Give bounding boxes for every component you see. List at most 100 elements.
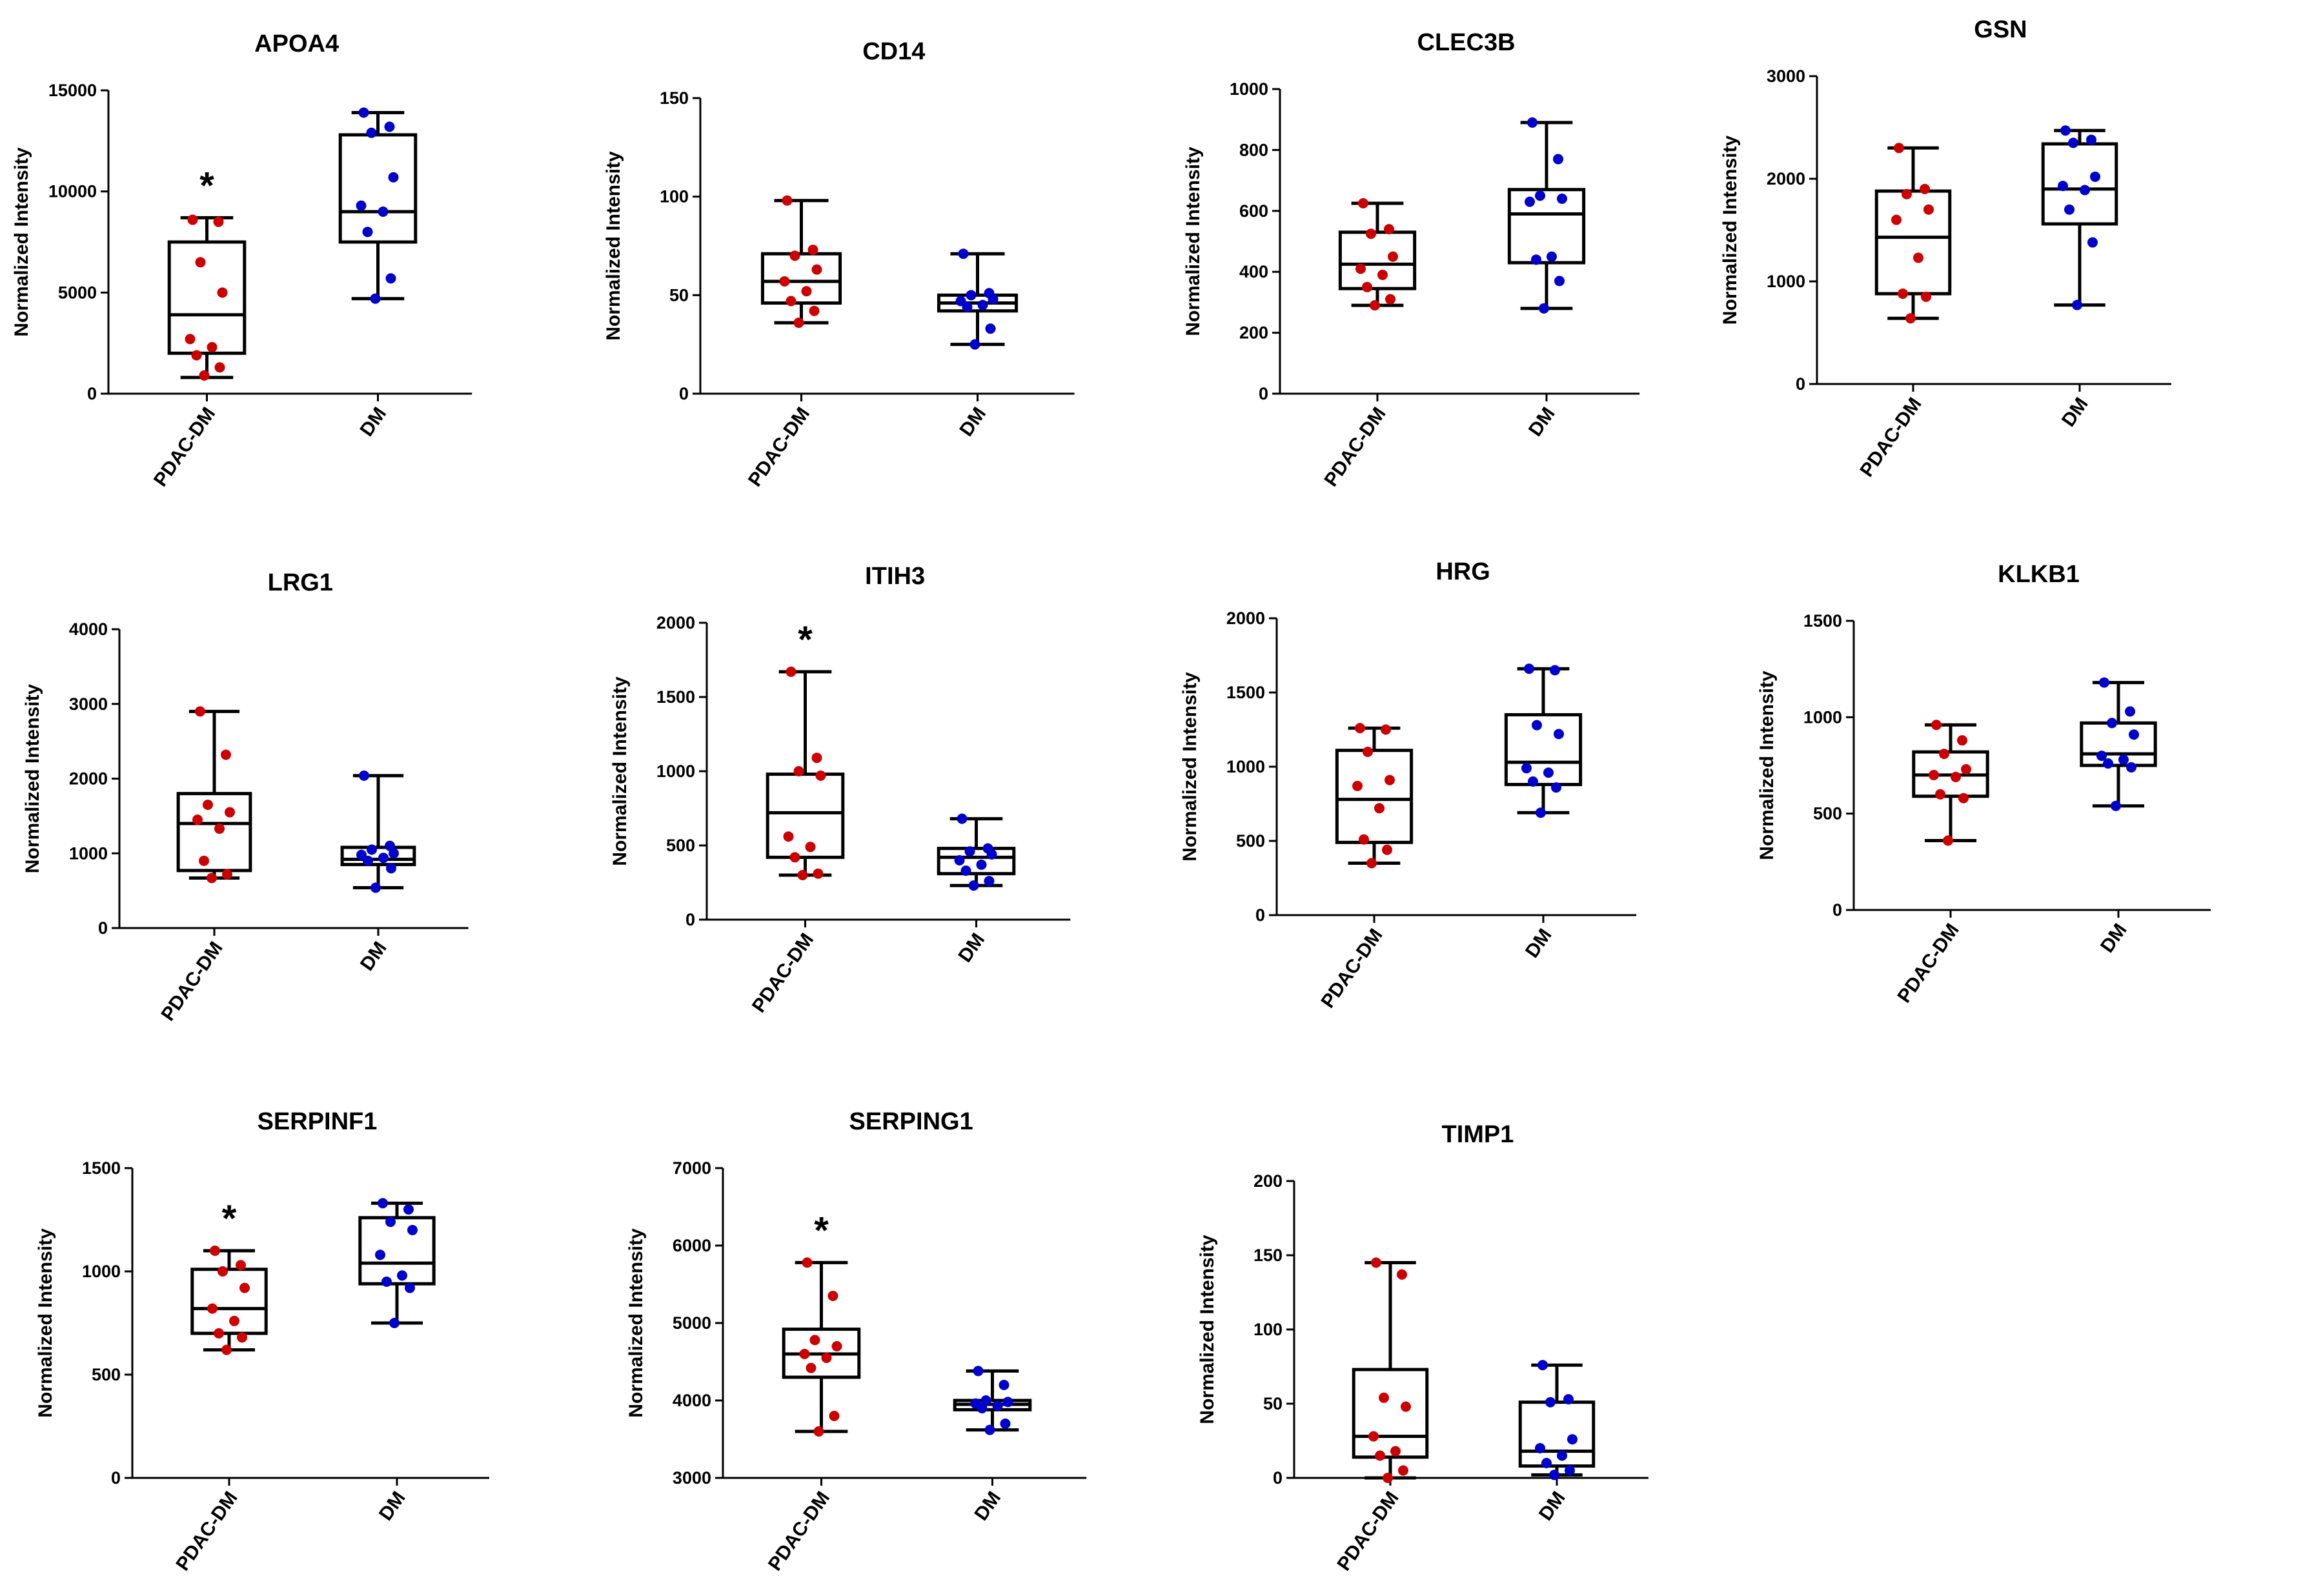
data-point (1531, 254, 1541, 265)
x-category-label: DM (955, 403, 990, 440)
data-point (2064, 204, 2075, 215)
data-point (207, 1303, 218, 1314)
y-tick-label: 0 (679, 384, 689, 403)
chart-panel-clec3b: CLEC3B Normalized Intensity 0 200 400 600 800 1… (1182, 29, 1640, 490)
y-tick-label: 1000 (1803, 707, 1842, 727)
data-point (1551, 782, 1561, 793)
y-axis-label: Normalized Intensity (1720, 135, 1741, 325)
chart-panel-gsn: GSN Normalized Intensity 0 1000 2000 3000 PDAC… (1720, 16, 2171, 481)
data-point (1557, 1450, 1567, 1461)
chart-title: SERPING1 (849, 1108, 973, 1135)
data-point (985, 323, 996, 334)
y-axis-label: Normalized Intensity (1179, 672, 1201, 862)
data-point (199, 370, 210, 381)
data-point (984, 1424, 995, 1435)
y-tick-label: 600 (1239, 201, 1268, 221)
x-category-label: PDAC-DM (744, 403, 814, 490)
data-point (1398, 1465, 1408, 1476)
data-point (813, 868, 824, 879)
data-point (786, 296, 796, 307)
data-point (1935, 789, 1945, 800)
chart-panel-itih3: ITIH3 Normalized Intensity 0 500 1000 1500 200… (609, 563, 1071, 1016)
data-point (1943, 835, 1953, 846)
data-point (957, 813, 968, 824)
data-point (1567, 1434, 1578, 1445)
box-iqr (760, 252, 842, 305)
data-point (1521, 763, 1532, 774)
box-dm (1507, 117, 1586, 314)
significance-marker: * (798, 619, 813, 661)
data-point (407, 1225, 418, 1235)
data-point (1385, 294, 1395, 305)
data-point (1352, 780, 1363, 791)
data-point (1401, 1401, 1411, 1412)
y-tick-label: 0 (685, 910, 695, 929)
data-point (358, 107, 369, 118)
x-category-label: PDAC-DM (748, 929, 818, 1016)
box-iqr (766, 773, 845, 859)
y-tick-label: 200 (1253, 1171, 1283, 1191)
data-point (1549, 1470, 1559, 1480)
box-iqr (190, 1268, 268, 1335)
y-tick-label: 1500 (1226, 683, 1265, 702)
data-point (1931, 720, 1942, 731)
data-point (1961, 763, 1971, 774)
box-iqr (1338, 230, 1417, 290)
y-tick-label: 1000 (1226, 757, 1265, 776)
data-point (2129, 729, 2139, 740)
data-point (195, 257, 206, 268)
data-point (809, 1335, 820, 1346)
data-point (362, 227, 373, 237)
y-axis-label: Normalized Intensity (609, 676, 631, 866)
box-dm (953, 1366, 1032, 1435)
y-tick-label: 2000 (1767, 169, 1805, 188)
data-point (370, 293, 381, 304)
chart-title: LRG1 (268, 569, 333, 596)
data-point (217, 287, 228, 298)
data-point (1920, 183, 1930, 194)
y-tick-label: 3000 (1767, 66, 1805, 86)
y-tick-label: 1500 (1803, 611, 1842, 631)
y-tick-label: 500 (1813, 804, 1842, 823)
data-point (1557, 193, 1567, 204)
data-point (385, 273, 396, 284)
data-point (827, 1291, 838, 1301)
data-point (1550, 665, 1560, 676)
box-dm (358, 1198, 436, 1328)
box-pdac-dm (1338, 198, 1417, 311)
chart-title: ITIH3 (865, 563, 925, 590)
data-point (1528, 776, 1538, 787)
chart-panel-klkb1: KLKB1 Normalized Intensity 0 500 1000 1500 PDA… (1756, 561, 2211, 1007)
data-point (984, 876, 995, 887)
data-point (1368, 1431, 1379, 1442)
x-category-label: PDAC-DM (1856, 394, 1925, 481)
chart-panel-timp1: TIMP1 Normalized Intensity 0 50 100 150 200 PDA… (1197, 1121, 1649, 1575)
data-point (1374, 803, 1385, 814)
y-tick-label: 1500 (656, 687, 695, 707)
data-point (789, 852, 800, 863)
chart-title: KLKB1 (1998, 561, 2080, 588)
data-point (1524, 663, 1534, 674)
box-iqr (1507, 188, 1586, 265)
data-point (378, 207, 389, 217)
y-axis-label: Normalized Intensity (22, 683, 43, 873)
data-point (811, 753, 822, 763)
y-tick-label: 2000 (656, 613, 695, 632)
y-tick-label: 1500 (82, 1158, 121, 1178)
x-category-label: PDAC-DM (172, 1488, 241, 1575)
significance-marker: * (222, 1198, 237, 1240)
data-point (1358, 198, 1368, 208)
data-point (199, 855, 209, 866)
data-point (1902, 188, 1912, 199)
data-point (214, 362, 225, 373)
data-point (2118, 754, 2129, 765)
data-point (783, 831, 794, 842)
data-point (359, 770, 369, 781)
data-point (799, 1349, 810, 1359)
box-iqr (1335, 749, 1414, 844)
box-pdac-dm: * (766, 619, 845, 880)
data-point (403, 1204, 414, 1215)
significance-marker: * (814, 1209, 829, 1251)
y-tick-label: 1000 (656, 762, 695, 781)
data-point (1951, 771, 1961, 782)
